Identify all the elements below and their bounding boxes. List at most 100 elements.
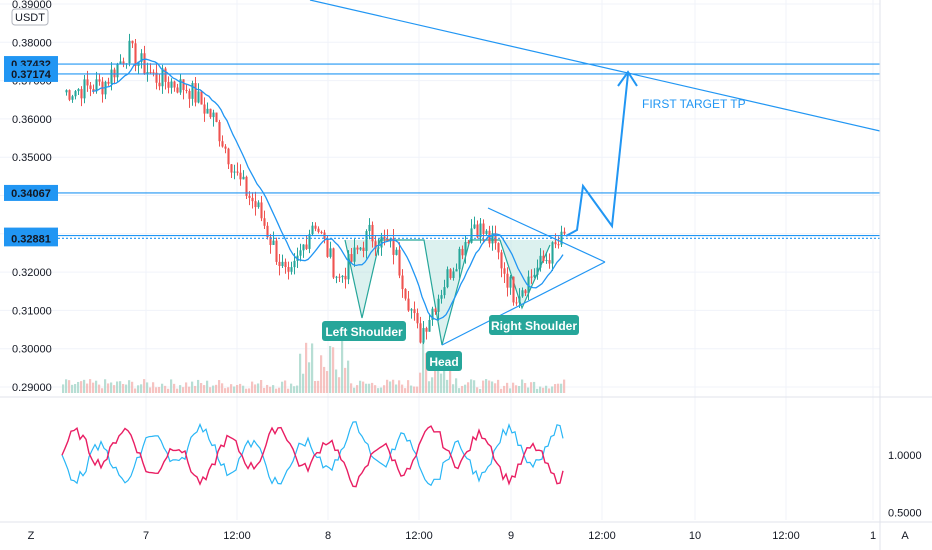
candle-body (245, 176, 248, 196)
annotation-text: Left Shoulder (325, 325, 403, 339)
indicator-line-pink (61, 425, 564, 488)
candle-body (419, 323, 422, 343)
candle-body (392, 238, 395, 255)
candle-body (242, 176, 245, 180)
candle-body (515, 302, 518, 304)
annotation-badge[interactable] (489, 315, 579, 335)
price-tick-label: 0.39000 (12, 0, 52, 11)
annotation-text: Right Shoulder (491, 319, 577, 333)
time-tick-label: 8 (325, 530, 331, 542)
annotation-badge[interactable] (426, 351, 462, 371)
candle-body (188, 90, 191, 99)
volume-bar (233, 386, 236, 393)
volume-bar (254, 384, 257, 393)
annotation-labels[interactable]: ZA0.374320.371740.340670.329530.32881Lef… (4, 56, 909, 542)
price-label-text: 0.32881 (11, 233, 51, 245)
volume-bar (95, 380, 98, 393)
volume-bar (491, 381, 494, 393)
volume-bar (227, 387, 230, 393)
volume-bar (170, 379, 173, 393)
candle-body (191, 83, 194, 99)
volume-bar (248, 388, 251, 393)
pattern-fill (344, 239, 562, 346)
volume-bar (407, 380, 410, 393)
candle-body (275, 240, 278, 262)
candle-body (311, 225, 314, 235)
volume-bar (509, 388, 512, 393)
volume-bar (449, 367, 452, 393)
candle-body (98, 79, 101, 82)
candle-body (467, 242, 470, 244)
projection-path (565, 73, 629, 237)
candle-body (86, 79, 89, 86)
volume-bar (335, 369, 338, 393)
candle-body (404, 289, 407, 299)
candle-body (248, 195, 251, 198)
volume-bar (68, 380, 71, 393)
candle-body (497, 243, 500, 253)
annotation-badge[interactable] (322, 321, 406, 341)
candle-body (362, 247, 365, 251)
candle-body (554, 242, 557, 245)
volume-bar (389, 381, 392, 393)
pattern-outline (344, 239, 551, 346)
volume-bar (308, 362, 311, 393)
volume-bar (212, 385, 215, 393)
volume-bar (539, 386, 542, 393)
candle-body (440, 295, 443, 299)
volume-bar (530, 382, 533, 393)
pattern-area (345, 240, 562, 345)
candle-body (272, 240, 275, 245)
volume-bar (296, 385, 299, 393)
candle-body (206, 108, 209, 114)
volume-bar (377, 388, 380, 393)
candle-body (350, 254, 353, 262)
candle-body (539, 255, 542, 268)
volume-bar (278, 387, 281, 393)
volume-bar (200, 383, 203, 393)
candle-body (173, 81, 176, 88)
volume-bar (134, 388, 137, 393)
auto-scale-button[interactable]: A (901, 530, 909, 542)
target-label[interactable]: FIRST TARGET TP (642, 97, 746, 111)
candle-body (167, 81, 170, 88)
candle-body (164, 68, 167, 82)
candle-body (491, 233, 494, 244)
volume-bar (422, 341, 425, 393)
volume-bar (410, 385, 413, 393)
candle-body (479, 223, 482, 238)
volume-bar (128, 380, 131, 393)
time-tick-label: 12:00 (588, 530, 616, 542)
candle-body (254, 201, 257, 208)
volume-bar (476, 387, 479, 393)
volume-bar (368, 383, 371, 393)
price-label-text: 0.37174 (11, 69, 52, 81)
volume-bar (251, 381, 254, 393)
indicator-tick-label: 1.0000 (888, 450, 922, 462)
volume-bar (131, 381, 134, 393)
candle-body (116, 63, 119, 78)
candle-body (530, 276, 533, 278)
price-tick-label: 0.38000 (12, 37, 52, 49)
volume-bar (188, 386, 191, 393)
time-tick-label: 9 (508, 530, 514, 542)
volume-bar (143, 379, 146, 393)
drawings[interactable] (58, 0, 881, 346)
volume-bar (350, 383, 353, 393)
candle-body (356, 247, 359, 250)
candle-body (545, 260, 548, 262)
volume-bar (80, 381, 83, 393)
candle-body (443, 287, 446, 296)
volume-bar (479, 388, 482, 393)
candle-body (308, 234, 311, 249)
indicator-tick-label: 0.5000 (888, 508, 922, 520)
candle-body (341, 275, 344, 278)
volume-bar (122, 383, 125, 393)
volume-bar (446, 379, 449, 393)
zoom-button[interactable]: Z (28, 530, 35, 542)
volume-bar (92, 382, 95, 393)
volume-bar (431, 377, 434, 393)
volume-bar (293, 386, 296, 393)
